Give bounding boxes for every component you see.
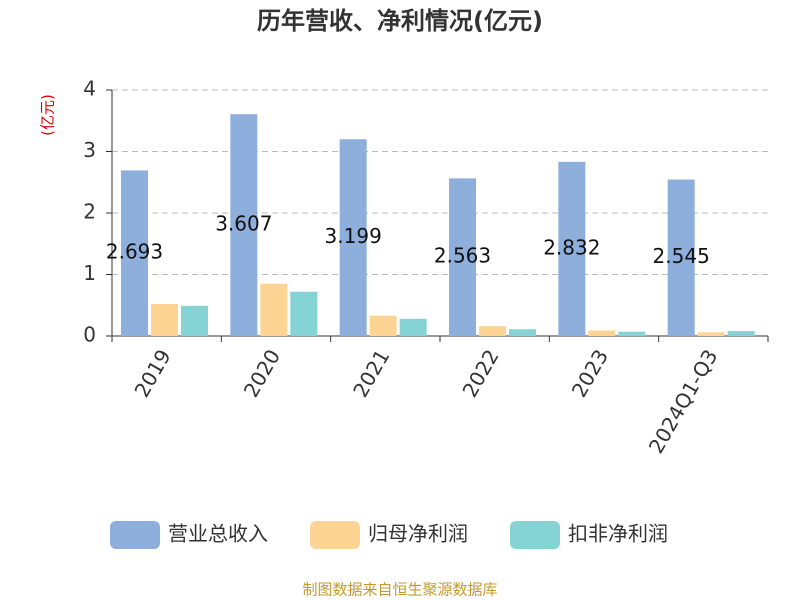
legend-label: 营业总收入: [168, 522, 268, 546]
legend-swatch: [310, 521, 360, 549]
source: 制图数据来自恒生聚源数据库: [302, 581, 497, 599]
bar: [260, 283, 288, 336]
bar: [399, 318, 427, 336]
x-tick-label: 2024Q1-Q3: [644, 345, 723, 457]
bar: [449, 178, 476, 336]
chart-title: 历年营收、净利情况(亿元): [257, 7, 543, 35]
x-tick-label: 2022: [458, 345, 504, 401]
x-tick-label: 2019: [130, 345, 176, 401]
legend-label: 扣非净利润: [568, 522, 668, 546]
bar: [290, 291, 318, 336]
bar: [727, 331, 755, 336]
legend-label: 归母净利润: [368, 522, 468, 546]
bar: [181, 305, 208, 336]
y-tick-label: 0: [83, 323, 96, 347]
bar: [230, 114, 258, 337]
bar: [697, 332, 725, 336]
bar: [558, 161, 586, 336]
bar: [369, 315, 397, 336]
value-label: 3.607: [215, 212, 272, 236]
x-tick-label: 2023: [567, 345, 613, 401]
y-tick-label: 3: [83, 138, 96, 162]
bar: [588, 330, 616, 336]
value-label: 2.563: [434, 244, 491, 268]
value-label: 2.832: [543, 235, 600, 259]
y-axis-label: (亿元): [39, 94, 57, 136]
y-tick-label: 2: [83, 200, 96, 224]
y-tick-label: 1: [83, 261, 96, 285]
legend-swatch: [110, 521, 160, 549]
bar: [121, 170, 148, 336]
x-tick-label: 2020: [239, 345, 285, 401]
bar: [479, 326, 506, 336]
y-tick-label: 4: [83, 77, 96, 101]
bar: [151, 304, 178, 336]
bar: [618, 331, 646, 336]
x-tick-label: 2021: [348, 345, 394, 401]
value-label: 2.545: [653, 244, 710, 268]
bar: [339, 139, 367, 336]
legend-swatch: [510, 521, 560, 549]
bar: [509, 329, 536, 336]
value-label: 2.693: [106, 240, 163, 264]
bar: [667, 179, 695, 336]
value-label: 3.199: [325, 224, 382, 248]
